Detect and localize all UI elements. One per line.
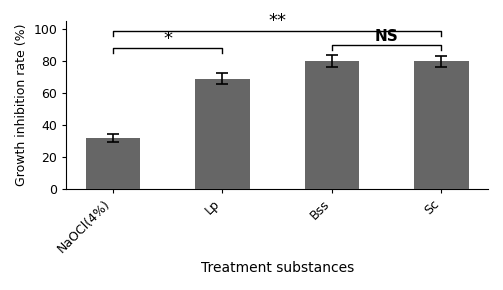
Y-axis label: Growth inhibition rate (%): Growth inhibition rate (%) — [15, 24, 28, 186]
X-axis label: Treatment substances: Treatment substances — [201, 261, 354, 275]
Text: NS: NS — [375, 29, 398, 44]
Text: **: ** — [268, 12, 286, 30]
Bar — [414, 61, 469, 188]
Bar — [86, 137, 140, 188]
Text: *: * — [163, 30, 172, 48]
Bar — [305, 61, 359, 188]
Bar — [195, 79, 250, 188]
